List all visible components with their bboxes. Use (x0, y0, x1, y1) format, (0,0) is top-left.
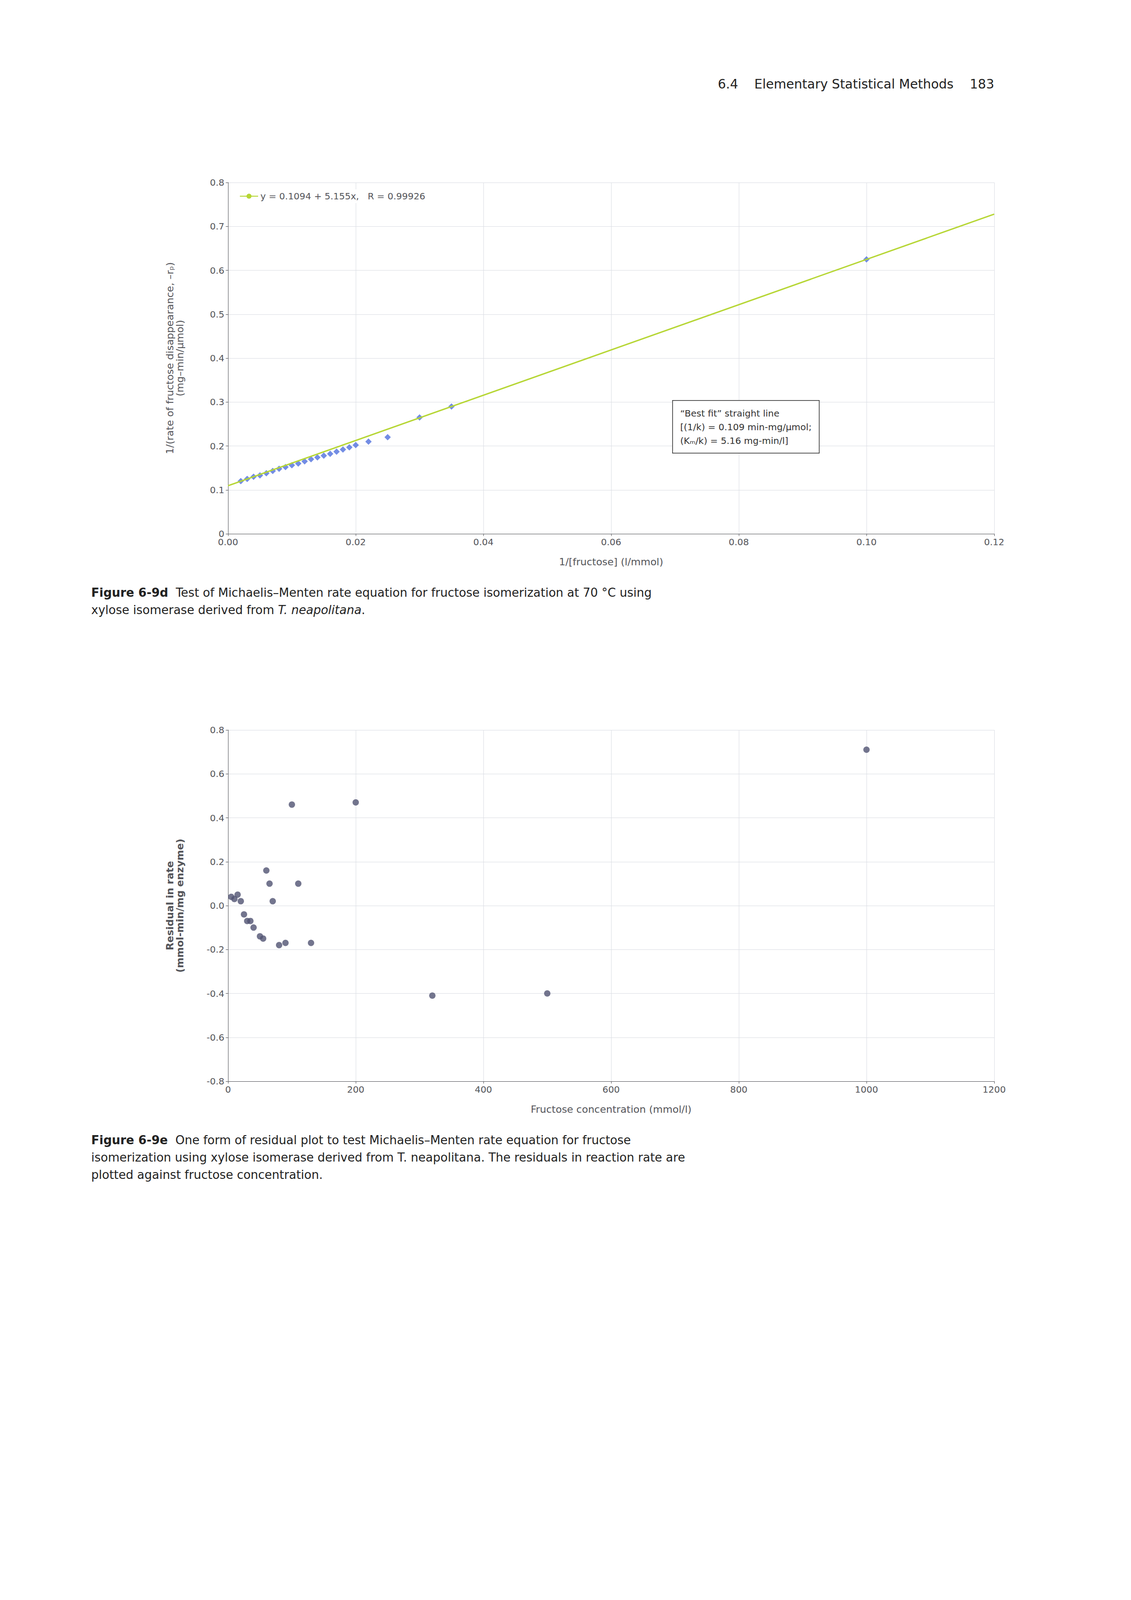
svg-text:0.3: 0.3 (209, 396, 225, 408)
svg-text:“Best fit” straight line: “Best fit” straight line (680, 407, 780, 419)
svg-text:Figure 6-9d: Figure 6-9d (91, 585, 169, 600)
svg-text:200: 200 (347, 1083, 365, 1095)
svg-text:6.4 Elementary Statistical: 6.4 Elementary Statistical Methods 183 (717, 76, 995, 92)
svg-text:xylose isomerase derived from: xylose isomerase derived from (91, 602, 278, 617)
svg-text:Test of Michaelis–Menten rate: Test of Michaelis–Menten rate equation f… (175, 585, 652, 600)
svg-text:Residual in rate: Residual in rate (163, 860, 176, 950)
svg-text:0.0: 0.0 (209, 899, 225, 911)
svg-text:0.6: 0.6 (209, 264, 225, 276)
svg-text:0.8: 0.8 (209, 724, 225, 736)
svg-text:1/[fructose] (l/mmol): 1/[fructose] (l/mmol) (559, 555, 664, 568)
svg-text:isomerization using xylose iso: isomerization using xylose isomerase der… (91, 1150, 685, 1164)
svg-text:0.00: 0.00 (217, 536, 239, 548)
svg-text:800: 800 (730, 1083, 748, 1095)
svg-text:.: . (361, 602, 366, 617)
svg-text:1000: 1000 (855, 1083, 879, 1095)
svg-text:0.4: 0.4 (209, 352, 225, 364)
svg-text:0: 0 (218, 528, 225, 540)
svg-text:(mg–min/μmol): (mg–min/μmol) (174, 319, 186, 396)
svg-text:0.4: 0.4 (209, 812, 225, 824)
svg-text:0.02: 0.02 (345, 536, 367, 548)
svg-text:1/(rate of fructose disappeara: 1/(rate of fructose disappearance, –rₚ) (163, 262, 176, 454)
svg-text:-0.2: -0.2 (206, 943, 225, 955)
svg-text:0.6: 0.6 (209, 767, 225, 779)
svg-text:0.2: 0.2 (209, 856, 225, 867)
svg-text:T. neapolitana: T. neapolitana (277, 602, 362, 617)
svg-text:0: 0 (225, 1083, 232, 1095)
svg-text:0.2: 0.2 (209, 440, 225, 452)
svg-text:0.12: 0.12 (984, 536, 1005, 548)
svg-text:0.08: 0.08 (728, 536, 750, 548)
svg-text:(Kₘ/k) = 5.16 mg-min/l]: (Kₘ/k) = 5.16 mg-min/l] (680, 435, 789, 447)
svg-text:Figure 6-9e: Figure 6-9e (91, 1132, 168, 1147)
svg-text:-0.6: -0.6 (206, 1031, 225, 1043)
svg-text:plotted against fructose conce: plotted against fructose concentration. (91, 1167, 323, 1182)
svg-text:0.10: 0.10 (856, 536, 877, 548)
svg-text:0.8: 0.8 (209, 176, 225, 188)
svg-text:400: 400 (474, 1083, 493, 1095)
svg-text:0.1: 0.1 (209, 484, 225, 496)
svg-text:600: 600 (602, 1083, 620, 1095)
svg-text:[(1/k) = 0.109 min-mg/μmol;: [(1/k) = 0.109 min-mg/μmol; (680, 421, 812, 433)
svg-text:Fructose concentration (mmol/l: Fructose concentration (mmol/l) (530, 1103, 692, 1115)
svg-text:-0.4: -0.4 (206, 987, 225, 999)
svg-text:y = 0.1094 + 5.155x, R = 0.9: y = 0.1094 + 5.155x, R = 0.99926 (260, 190, 426, 202)
svg-text:0.06: 0.06 (601, 536, 622, 548)
svg-text:0.5: 0.5 (209, 308, 225, 320)
svg-text:(mmol-min/mg enzyme): (mmol-min/mg enzyme) (174, 838, 186, 973)
svg-text:One form of residual plot to t: One form of residual plot to test Michae… (175, 1132, 631, 1147)
svg-text:0.7: 0.7 (209, 220, 225, 232)
svg-text:-0.8: -0.8 (206, 1075, 225, 1087)
svg-text:0.04: 0.04 (473, 536, 494, 548)
svg-text:1200: 1200 (982, 1083, 1007, 1095)
